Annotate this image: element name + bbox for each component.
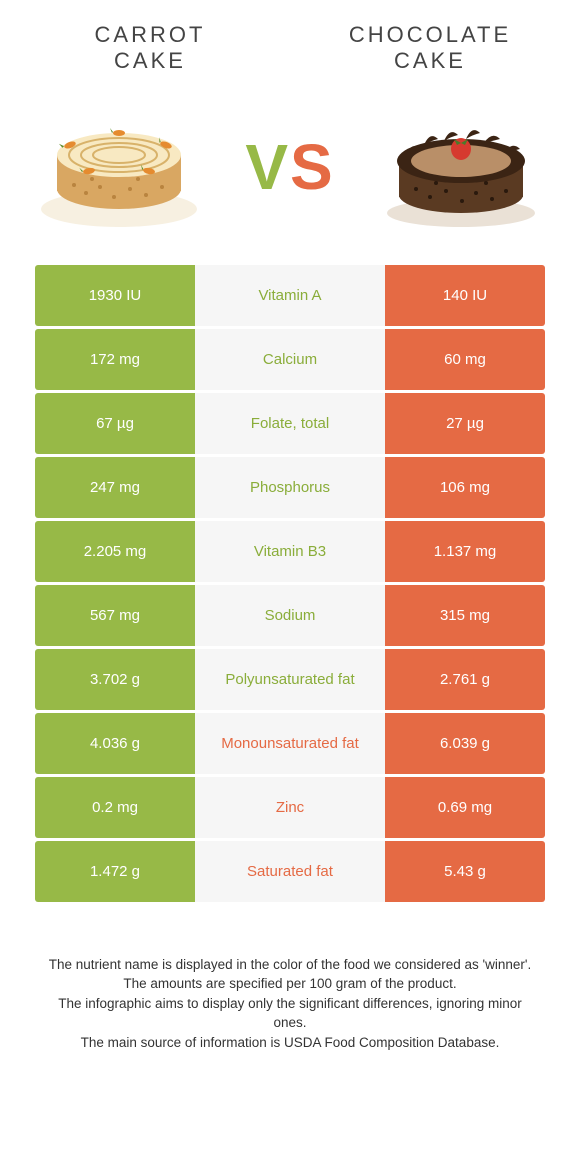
footer-line-1: The nutrient name is displayed in the co… <box>44 955 536 975</box>
nutrient-label: Calcium <box>195 329 385 390</box>
vs-v: V <box>245 130 290 204</box>
value-left: 4.036 g <box>35 713 195 774</box>
value-left: 567 mg <box>35 585 195 646</box>
title-left: CARROT CAKE <box>50 22 250 75</box>
value-right: 2.761 g <box>385 649 545 710</box>
value-left: 172 mg <box>35 329 195 390</box>
table-row: 1930 IUVitamin A140 IU <box>35 265 545 326</box>
carrot-cake-image <box>34 97 204 237</box>
footer-line-2: The amounts are specified per 100 gram o… <box>44 974 536 994</box>
vs-label: VS <box>245 130 334 204</box>
value-left: 1.472 g <box>35 841 195 902</box>
nutrient-label: Monounsaturated fat <box>195 713 385 774</box>
nutrient-label: Phosphorus <box>195 457 385 518</box>
table-row: 3.702 gPolyunsaturated fat2.761 g <box>35 649 545 710</box>
value-right: 140 IU <box>385 265 545 326</box>
value-left: 247 mg <box>35 457 195 518</box>
value-right: 60 mg <box>385 329 545 390</box>
nutrient-label: Saturated fat <box>195 841 385 902</box>
nutrient-label: Polyunsaturated fat <box>195 649 385 710</box>
table-row: 247 mgPhosphorus106 mg <box>35 457 545 518</box>
value-left: 2.205 mg <box>35 521 195 582</box>
table-row: 67 µgFolate, total27 µg <box>35 393 545 454</box>
chocolate-cake-image <box>376 97 546 237</box>
nutrient-label: Vitamin A <box>195 265 385 326</box>
value-right: 315 mg <box>385 585 545 646</box>
nutrient-label: Sodium <box>195 585 385 646</box>
table-row: 1.472 gSaturated fat5.43 g <box>35 841 545 902</box>
value-left: 3.702 g <box>35 649 195 710</box>
vs-s: S <box>290 130 335 204</box>
value-right: 5.43 g <box>385 841 545 902</box>
footer-line-4: The main source of information is USDA F… <box>44 1033 536 1053</box>
value-right: 27 µg <box>385 393 545 454</box>
value-left: 0.2 mg <box>35 777 195 838</box>
value-left: 1930 IU <box>35 265 195 326</box>
table-row: 172 mgCalcium60 mg <box>35 329 545 390</box>
value-right: 106 mg <box>385 457 545 518</box>
value-right: 1.137 mg <box>385 521 545 582</box>
table-row: 4.036 gMonounsaturated fat6.039 g <box>35 713 545 774</box>
hero-row: VS <box>0 75 580 265</box>
comparison-table: 1930 IUVitamin A140 IU172 mgCalcium60 mg… <box>35 265 545 902</box>
nutrient-label: Zinc <box>195 777 385 838</box>
table-row: 0.2 mgZinc0.69 mg <box>35 777 545 838</box>
table-row: 2.205 mgVitamin B31.137 mg <box>35 521 545 582</box>
table-row: 567 mgSodium315 mg <box>35 585 545 646</box>
value-right: 0.69 mg <box>385 777 545 838</box>
value-right: 6.039 g <box>385 713 545 774</box>
header: CARROT CAKE CHOCOLATE CAKE <box>0 0 580 75</box>
title-right: CHOCOLATE CAKE <box>330 22 530 75</box>
nutrient-label: Folate, total <box>195 393 385 454</box>
footer-notes: The nutrient name is displayed in the co… <box>0 905 580 1053</box>
nutrient-label: Vitamin B3 <box>195 521 385 582</box>
value-left: 67 µg <box>35 393 195 454</box>
footer-line-3: The infographic aims to display only the… <box>44 994 536 1033</box>
